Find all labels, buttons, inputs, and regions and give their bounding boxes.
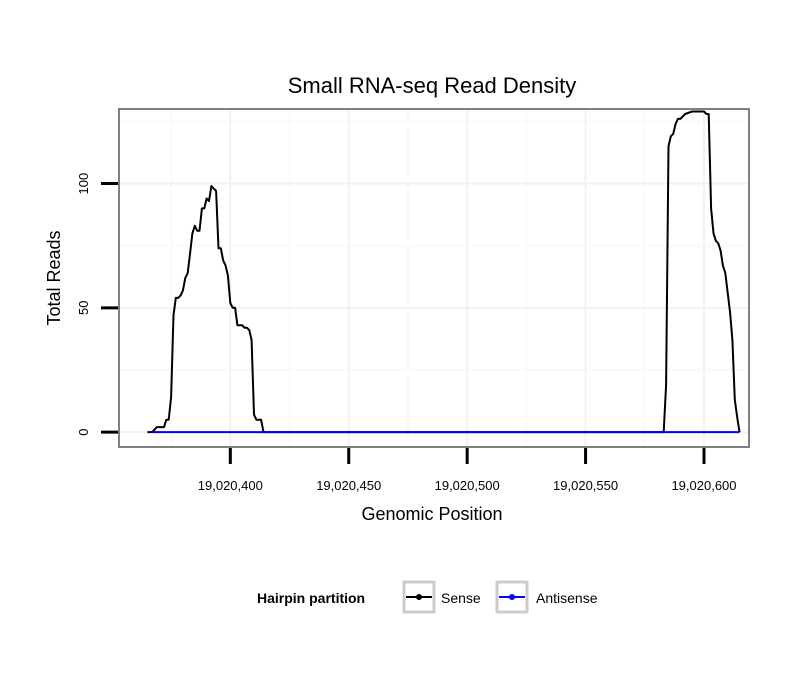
y-tick-label: 0 <box>76 428 91 435</box>
legend-key-antisense-dot <box>509 594 515 600</box>
plot-background <box>119 109 749 447</box>
x-tick-label: 19,020,450 <box>316 478 381 493</box>
x-axis: 19,020,400 19,020,450 19,020,500 19,020,550… <box>198 448 737 493</box>
legend-title: Hairpin partition <box>257 590 365 606</box>
y-tick-label: 50 <box>76 301 91 315</box>
legend-key-antisense <box>495 580 529 614</box>
legend-key-sense <box>402 580 436 614</box>
x-tick-label: 19,020,400 <box>198 478 263 493</box>
y-axis-label: Total Reads <box>44 230 64 325</box>
series-line-sense <box>147 110 741 434</box>
grid-minor <box>119 109 749 447</box>
legend-label-sense: Sense <box>441 590 481 606</box>
x-tick-label: 19,020,600 <box>671 478 736 493</box>
legend-label-antisense: Antisense <box>536 590 598 606</box>
y-axis: 0 50 100 <box>76 173 118 436</box>
plot-border <box>118 108 750 448</box>
series-layer <box>147 110 741 434</box>
chart-title: Small RNA-seq Read Density <box>288 73 577 98</box>
legend-key-sense-dot <box>416 594 422 600</box>
x-axis-label: Genomic Position <box>361 504 502 524</box>
x-tick-label: 19,020,550 <box>553 478 618 493</box>
legend: Hairpin partition Sense Antisense <box>257 580 598 614</box>
x-tick-label: 19,020,500 <box>435 478 500 493</box>
y-tick-label: 100 <box>76 173 91 195</box>
